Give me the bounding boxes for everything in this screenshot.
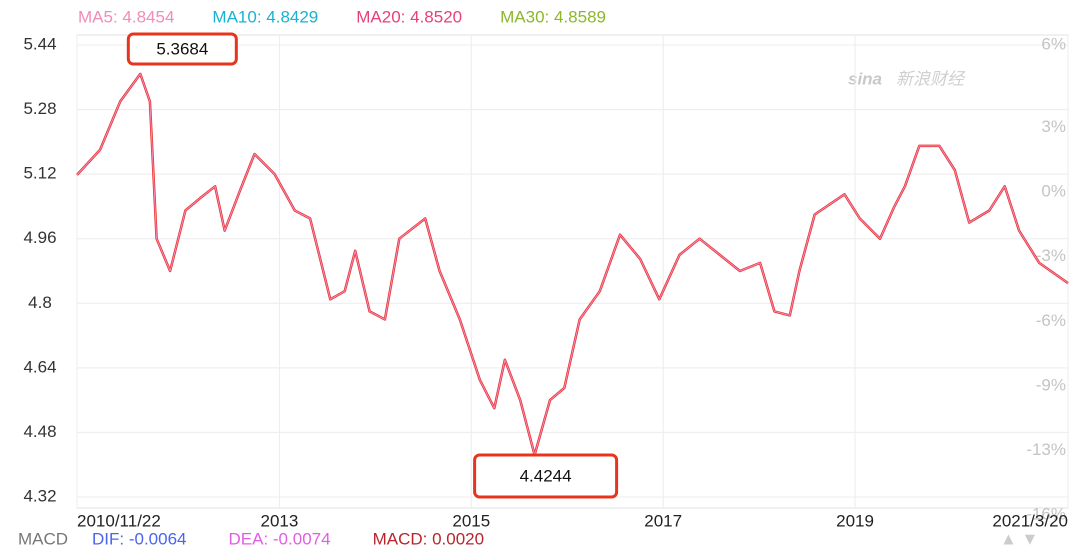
y2-tick-label: -13% <box>1026 440 1066 459</box>
y2-tick-label: 0% <box>1041 182 1066 201</box>
macd-label: MACD <box>18 529 68 548</box>
y2-tick-label: -6% <box>1036 311 1066 330</box>
x-tick-label: 2019 <box>836 511 874 530</box>
y2-tick-label: 3% <box>1041 117 1066 136</box>
macd-item: MACD: 0.0020 <box>373 529 485 548</box>
macd-dots: ▲ ▼ <box>1000 529 1038 548</box>
x-tick-label: 2021/3/20 <box>992 511 1068 530</box>
y-tick-label: 4.48 <box>23 422 56 441</box>
y-tick-label: 4.64 <box>23 357 56 376</box>
y-tick-label: 4.96 <box>23 228 56 247</box>
plot-frame <box>76 34 1069 509</box>
legend-item: MA5: 4.8454 <box>78 7 174 26</box>
macd-item: DIF: -0.0064 <box>92 529 187 548</box>
legend-item: MA30: 4.8589 <box>500 7 606 26</box>
macd-item: DEA: -0.0074 <box>229 529 331 548</box>
annotation-box <box>473 453 619 499</box>
watermark: 新浪财经 <box>896 69 966 88</box>
y-tick-label: 5.28 <box>23 99 56 118</box>
x-tick-label: 2013 <box>261 511 299 530</box>
annotation-label: 4.4244 <box>520 466 572 485</box>
y2-tick-label: -16% <box>1026 504 1066 523</box>
x-tick-label: 2017 <box>644 511 682 530</box>
y2-tick-label: 6% <box>1041 34 1066 53</box>
y-tick-label: 4.32 <box>23 486 56 505</box>
price-line-overlay <box>76 73 1069 456</box>
y2-tick-label: -9% <box>1036 375 1066 394</box>
legend-item: MA20: 4.8520 <box>356 7 462 26</box>
annotation-label: 5.3684 <box>156 39 208 58</box>
y-tick-label: 5.12 <box>23 164 56 183</box>
annotation-box <box>126 32 238 66</box>
x-tick-label: 2010/11/22 <box>77 511 161 530</box>
y-tick-label: 5.44 <box>23 34 56 53</box>
price-line <box>76 72 1069 457</box>
y-tick-label: 4.8 <box>28 293 52 312</box>
y2-tick-label: -3% <box>1036 246 1066 265</box>
x-tick-label: 2015 <box>452 511 490 530</box>
legend-item: MA10: 4.8429 <box>212 7 318 26</box>
watermark-logo: sina <box>848 69 882 88</box>
